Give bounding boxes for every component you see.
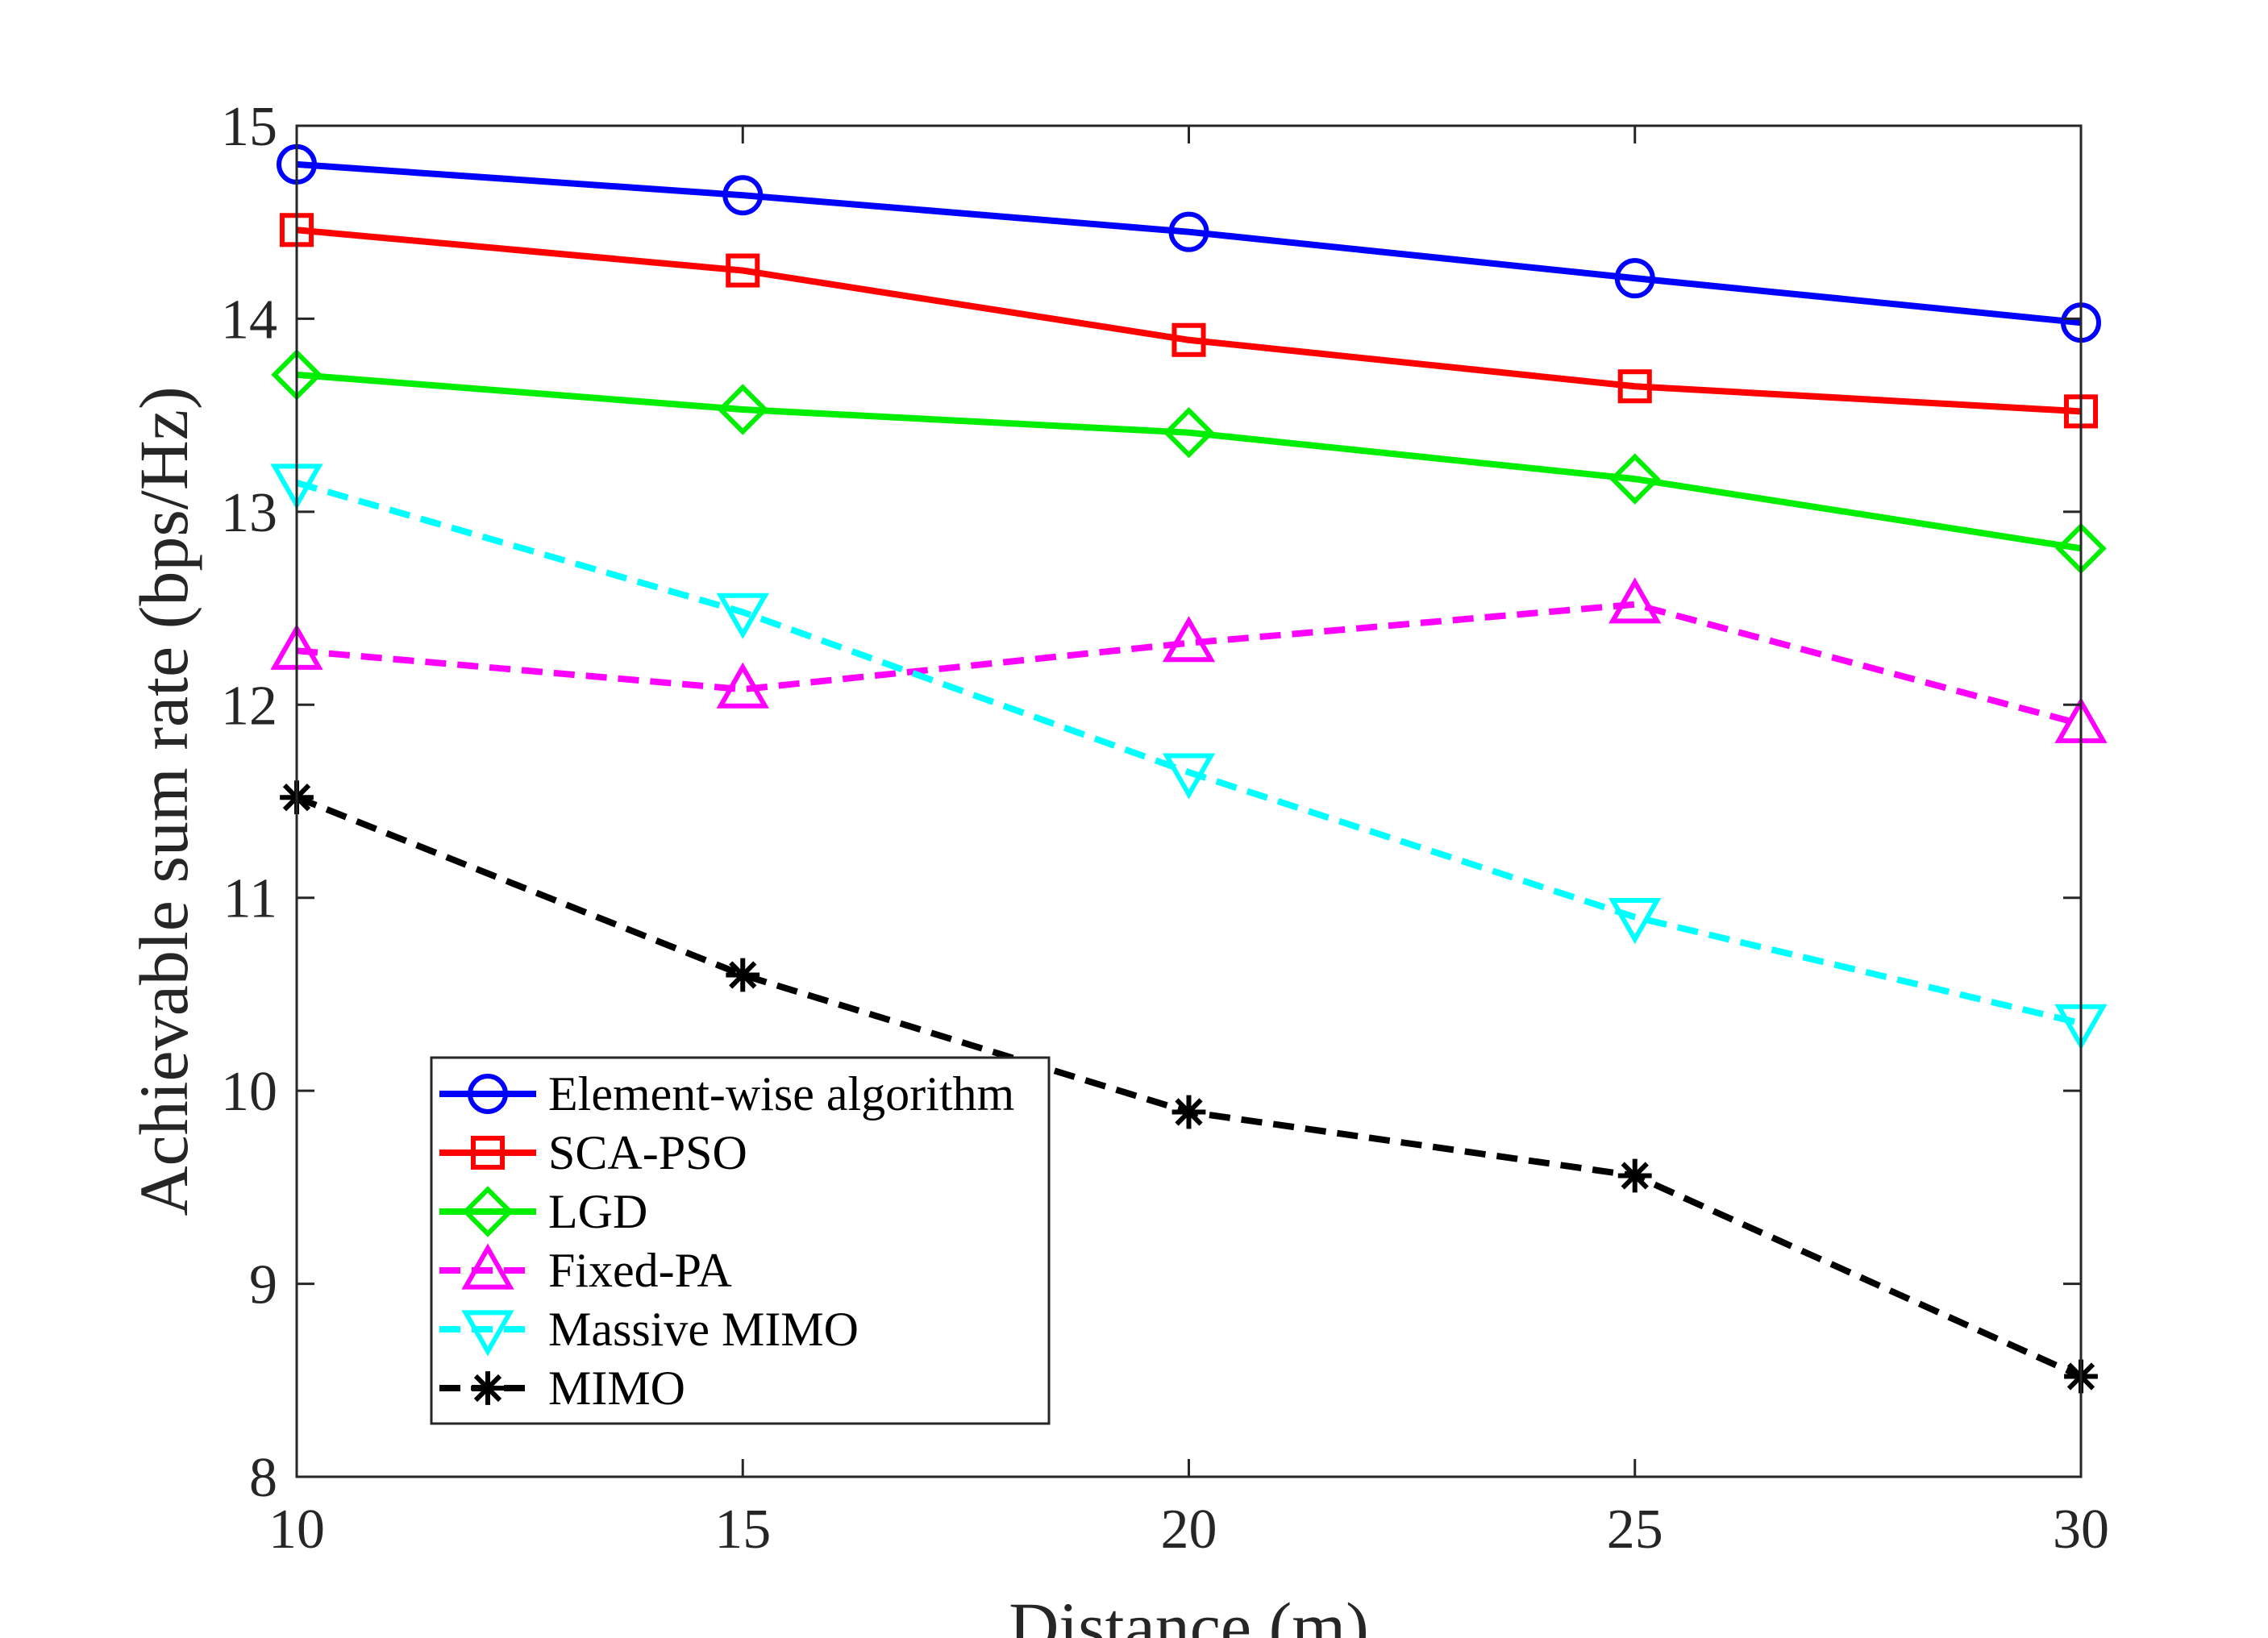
data-point-element-wise-algorithm-shape: [1168, 211, 1209, 252]
y-tick-label: 9: [249, 1254, 277, 1316]
data-point-lgd-shape: [1163, 406, 1215, 459]
legend-label-massive-mimo: Massive MIMO: [548, 1303, 859, 1356]
legend-marker-lgd: [462, 1186, 514, 1237]
x-tick-label: 20: [1161, 1499, 1217, 1561]
y-tick-label: 15: [221, 96, 277, 158]
x-tick-label: 25: [1607, 1499, 1663, 1561]
data-point-lgd: [1609, 453, 1661, 505]
series-mimo: [280, 780, 2098, 1394]
data-point-massive-mimo: [716, 592, 769, 639]
legend-entry-sca-pso: SCA-PSO: [439, 1126, 747, 1179]
legend-marker-mimo-stroke: [473, 1374, 502, 1403]
data-point-massive-mimo-shape: [1162, 753, 1216, 800]
series-line-massive-mimo: [295, 480, 2082, 1027]
data-point-fixed-pa-shape: [716, 662, 769, 709]
y-tick-label: 12: [221, 675, 277, 737]
legend-marker-massive-mimo: [461, 1310, 514, 1357]
x-axis-label: Distance (m): [1009, 1588, 1369, 1638]
axes: 10 15 20 25 30 8 9 10 11 12 13 14 15 Distance (m) Achi…: [125, 96, 2109, 1638]
data-point-element-wise-algorithm: [1614, 258, 1655, 299]
y-tick-label: 11: [223, 868, 277, 930]
series-line-lgd: [296, 371, 2082, 552]
data-point-lgd-shape: [1609, 453, 1661, 505]
data-point-sca-pso: [726, 253, 760, 288]
data-point-element-wise-algorithm: [1168, 211, 1209, 252]
data-point-fixed-pa-shape: [1608, 577, 1662, 624]
data-point-lgd: [1163, 406, 1215, 459]
series-sca-pso: [279, 213, 2099, 429]
data-point-mimo-stroke: [1621, 1162, 1649, 1190]
data-point-fixed-pa: [1608, 577, 1662, 624]
legend-marker-lgd-shape: [462, 1186, 514, 1237]
data-point-fixed-pa: [716, 662, 769, 709]
data-point-lgd-shape: [717, 384, 768, 435]
data-point-element-wise-algorithm: [722, 175, 764, 216]
data-point-mimo: [1171, 1095, 1206, 1129]
legend-label-fixed-pa: Fixed-PA: [548, 1244, 732, 1297]
data-point-lgd: [717, 384, 768, 435]
legend-label-element-wise-algorithm: Element-wise algorithm: [548, 1067, 1014, 1120]
legend-label-sca-pso: SCA-PSO: [548, 1126, 747, 1179]
legend-entry-massive-mimo: Massive MIMO: [439, 1303, 859, 1357]
data-point-mimo-stroke: [729, 961, 757, 989]
legend-entry-element-wise-algorithm: Element-wise algorithm: [439, 1067, 1014, 1120]
y-tick-label: 13: [221, 482, 277, 544]
data-point-mimo: [1617, 1158, 1652, 1193]
data-point-massive-mimo: [1162, 753, 1216, 800]
data-point-sca-pso: [1171, 322, 1206, 357]
data-point-massive-mimo-shape: [716, 592, 769, 639]
series-line-sca-pso: [296, 227, 2082, 415]
series-line-fixed-pa: [296, 601, 2083, 728]
data-point-element-wise-algorithm-shape: [722, 175, 764, 216]
x-tick-label: 30: [2053, 1499, 2109, 1561]
data-point-sca-pso-shape: [1617, 369, 1652, 404]
legend-marker-massive-mimo-shape: [461, 1310, 514, 1357]
y-tick-label: 10: [221, 1061, 277, 1123]
data-point-mimo-stroke: [1175, 1098, 1203, 1126]
legend: Element-wise algorithm SCA-PSO LGD Fixed-PA…: [430, 1056, 1051, 1425]
data-point-sca-pso-shape: [726, 253, 760, 288]
legend-entry-mimo: MIMO: [439, 1362, 685, 1415]
data-point-mimo: [726, 958, 760, 992]
legend-label-lgd: LGD: [548, 1185, 647, 1238]
legend-marker-sca-pso-shape: [470, 1135, 506, 1170]
data-point-sca-pso-shape: [1171, 322, 1206, 357]
plot-area: [270, 143, 2108, 1394]
series-line-element-wise-algorithm: [296, 160, 2082, 326]
legend-label-mimo: MIMO: [548, 1362, 685, 1415]
x-tick-label: 10: [268, 1499, 325, 1561]
data-point-massive-mimo: [1608, 898, 1662, 945]
legend-box: [430, 1056, 1051, 1425]
y-axis-label: Achievable sum rate (bps/Hz): [125, 386, 202, 1216]
data-point-element-wise-algorithm-shape: [1614, 258, 1655, 299]
legend-marker-fixed-pa: [461, 1243, 514, 1290]
y-tick-label: 8: [249, 1447, 277, 1509]
data-point-fixed-pa: [1162, 616, 1216, 663]
data-point-sca-pso: [1617, 369, 1652, 404]
data-point-massive-mimo-shape: [1608, 898, 1662, 945]
y-tick-label: 14: [221, 289, 277, 351]
legend-marker-sca-pso: [470, 1135, 506, 1170]
legend-entry-fixed-pa: Fixed-PA: [439, 1243, 732, 1297]
legend-marker-element-wise-algorithm-shape: [468, 1074, 508, 1114]
legend-marker-mimo: [471, 1371, 505, 1405]
x-tick-label: 15: [714, 1499, 771, 1561]
legend-entry-lgd: LGD: [439, 1185, 647, 1238]
data-point-fixed-pa-shape: [1162, 616, 1216, 663]
series-lgd: [271, 349, 2107, 575]
legend-marker-element-wise-algorithm: [468, 1074, 508, 1114]
legend-marker-fixed-pa-shape: [461, 1243, 514, 1290]
